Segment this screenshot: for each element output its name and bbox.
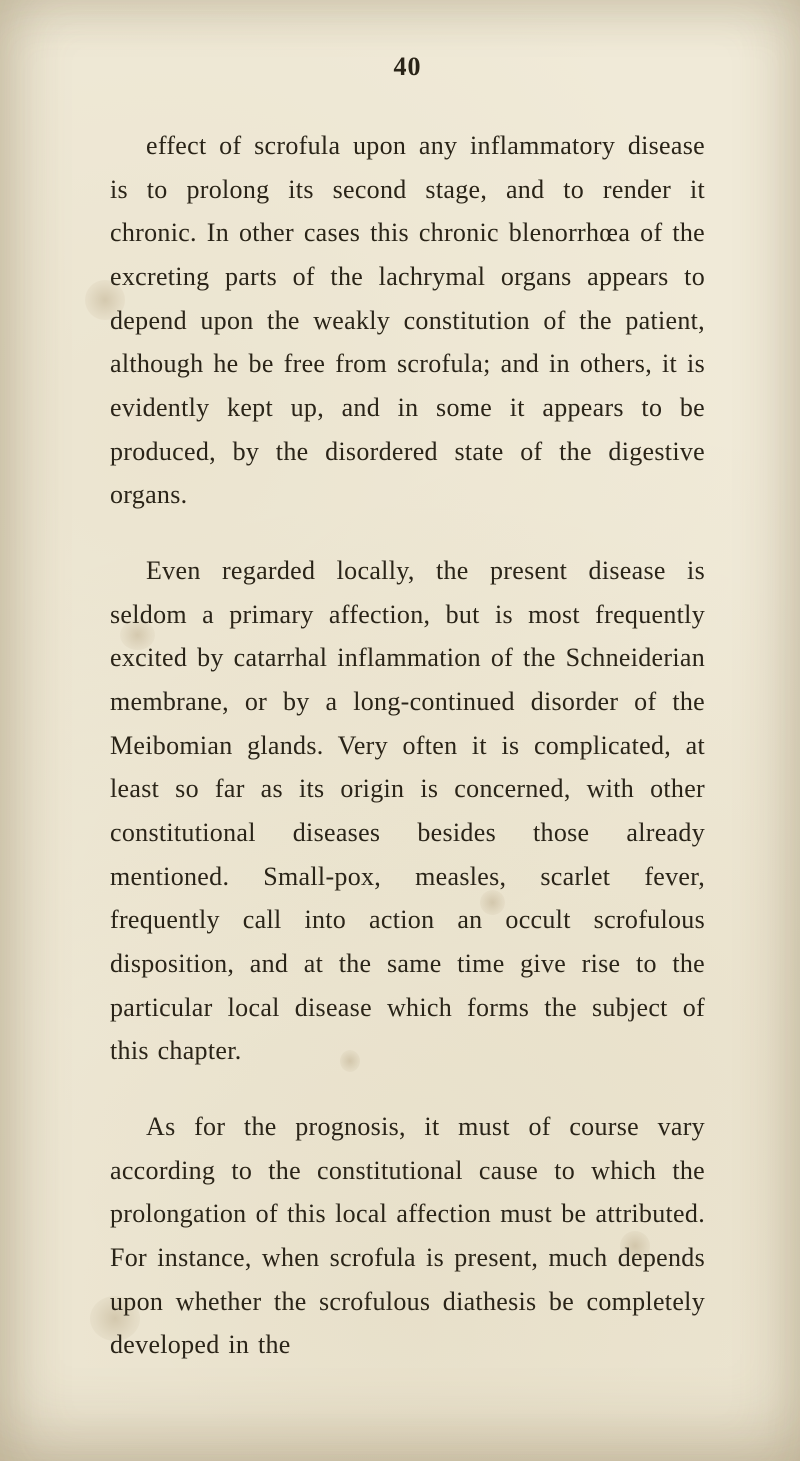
body-paragraph: effect of scrofula upon any inflammatory… xyxy=(110,124,705,517)
page-content: 40 effect of scrofula upon any inflammat… xyxy=(0,0,800,1427)
body-paragraph: Even regarded locally, the present disea… xyxy=(110,549,705,1073)
page-number: 40 xyxy=(110,52,705,82)
body-paragraph: As for the prognosis, it must of course … xyxy=(110,1105,705,1367)
